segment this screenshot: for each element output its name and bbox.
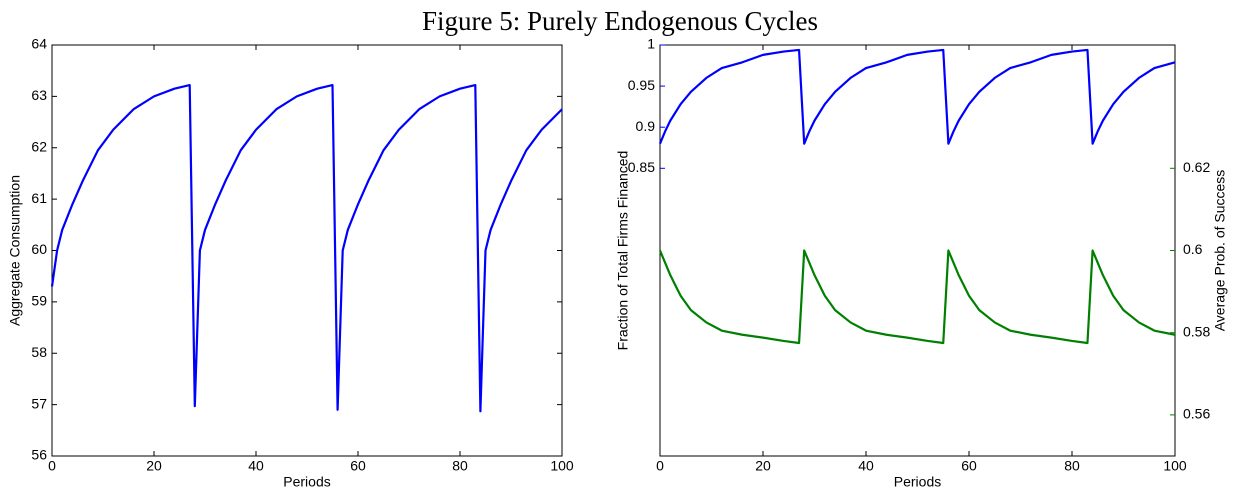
x-tick-label: 20: [755, 458, 771, 474]
x-axis-label: Periods: [894, 474, 941, 490]
y-tick-label: 64: [31, 36, 47, 52]
y-tick-label: 57: [31, 395, 47, 411]
x-tick-label: 80: [452, 458, 468, 474]
x-tick-label: 80: [1064, 458, 1080, 474]
x-tick-label: 40: [858, 458, 874, 474]
y-tick-label: 63: [31, 87, 47, 103]
figure-title: Figure 5: Purely Endogenous Cycles: [422, 6, 818, 36]
y-tick-label: 1: [647, 36, 655, 52]
series-line: [658, 249, 1176, 345]
y-tick-label: 62: [31, 138, 47, 154]
y-axis-label: Fraction of Total Firms Financed: [615, 151, 631, 351]
y2-tick-label: 0.56: [1183, 406, 1210, 422]
x-tick-label: 60: [350, 458, 366, 474]
y-axis-label: Aggregate Consumption: [7, 175, 23, 326]
plot-frame: [659, 44, 1176, 457]
x-tick-label: 0: [48, 458, 56, 474]
x-axis-label: Periods: [283, 474, 330, 490]
x-tick-label: 60: [961, 458, 977, 474]
x-tick-label: 100: [1163, 458, 1187, 474]
y-tick-label: 0.9: [636, 118, 656, 134]
series-line: [658, 48, 1176, 145]
x-tick-label: 100: [550, 458, 574, 474]
series-line: [50, 83, 563, 413]
y2-tick-label: 0.62: [1183, 159, 1210, 175]
y-tick-label: 61: [31, 190, 47, 206]
x-tick-label: 20: [146, 458, 162, 474]
y-tick-label: 56: [31, 447, 47, 463]
y2-tick-label: 0.6: [1183, 241, 1203, 257]
y-tick-label: 59: [31, 293, 47, 309]
y-tick-label: 0.85: [628, 159, 655, 175]
y-tick-label: 0.95: [628, 77, 655, 93]
y-tick-label: 60: [31, 241, 47, 257]
y-tick-label: 58: [31, 344, 47, 360]
y2-axis-label: Average Prob. of Success: [1212, 170, 1228, 332]
x-tick-label: 0: [656, 458, 664, 474]
x-tick-label: 40: [248, 458, 264, 474]
y2-tick-label: 0.58: [1183, 323, 1210, 339]
